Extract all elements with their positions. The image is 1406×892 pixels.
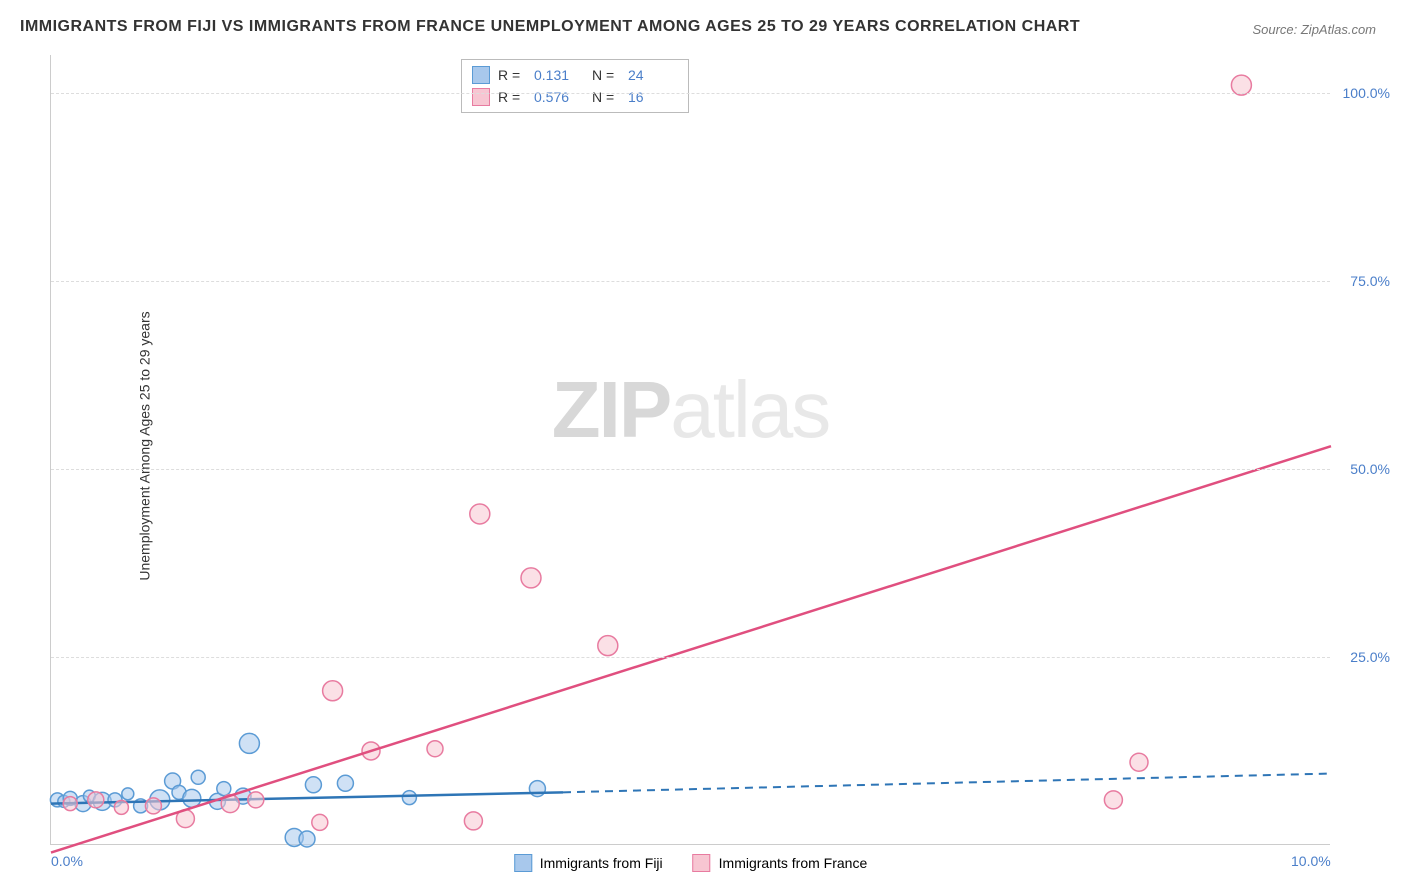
data-point bbox=[122, 788, 134, 800]
ytick-label: 75.0% bbox=[1350, 273, 1390, 289]
gridline bbox=[51, 657, 1330, 658]
data-point bbox=[239, 733, 259, 753]
data-point bbox=[521, 568, 541, 588]
data-point bbox=[63, 797, 77, 811]
data-point bbox=[299, 831, 315, 847]
data-point bbox=[402, 791, 416, 805]
plot-area: ZIPatlas R = 0.131 N = 24 R = 0.576 N = … bbox=[50, 55, 1330, 845]
data-point bbox=[464, 812, 482, 830]
data-point bbox=[323, 681, 343, 701]
trend-line bbox=[51, 446, 1331, 852]
data-point bbox=[598, 636, 618, 656]
trend-line-dashed bbox=[563, 774, 1331, 793]
swatch-fiji-icon bbox=[514, 854, 532, 872]
ytick-label: 100.0% bbox=[1343, 85, 1390, 101]
data-point bbox=[1130, 753, 1148, 771]
data-point bbox=[217, 782, 231, 796]
data-point bbox=[248, 792, 264, 808]
data-point bbox=[145, 798, 161, 814]
xtick-label: 0.0% bbox=[51, 853, 83, 869]
legend-item-france: Immigrants from France bbox=[693, 854, 868, 872]
chart-title: IMMIGRANTS FROM FIJI VS IMMIGRANTS FROM … bbox=[20, 18, 1080, 36]
legend-bottom: Immigrants from Fiji Immigrants from Fra… bbox=[514, 854, 868, 872]
data-point bbox=[191, 770, 205, 784]
xtick-label: 10.0% bbox=[1291, 853, 1331, 869]
data-point bbox=[88, 792, 104, 808]
data-point bbox=[1104, 791, 1122, 809]
source-label: Source: ZipAtlas.com bbox=[1252, 22, 1376, 37]
gridline bbox=[51, 281, 1330, 282]
gridline bbox=[51, 469, 1330, 470]
ytick-label: 50.0% bbox=[1350, 461, 1390, 477]
swatch-france-icon bbox=[693, 854, 711, 872]
data-point bbox=[114, 800, 128, 814]
gridline bbox=[51, 93, 1330, 94]
data-point bbox=[427, 741, 443, 757]
data-point bbox=[305, 777, 321, 793]
data-point bbox=[337, 775, 353, 791]
chart-svg bbox=[51, 55, 1330, 844]
legend-item-fiji: Immigrants from Fiji bbox=[514, 854, 663, 872]
ytick-label: 25.0% bbox=[1350, 649, 1390, 665]
data-point bbox=[470, 504, 490, 524]
data-point bbox=[312, 814, 328, 830]
